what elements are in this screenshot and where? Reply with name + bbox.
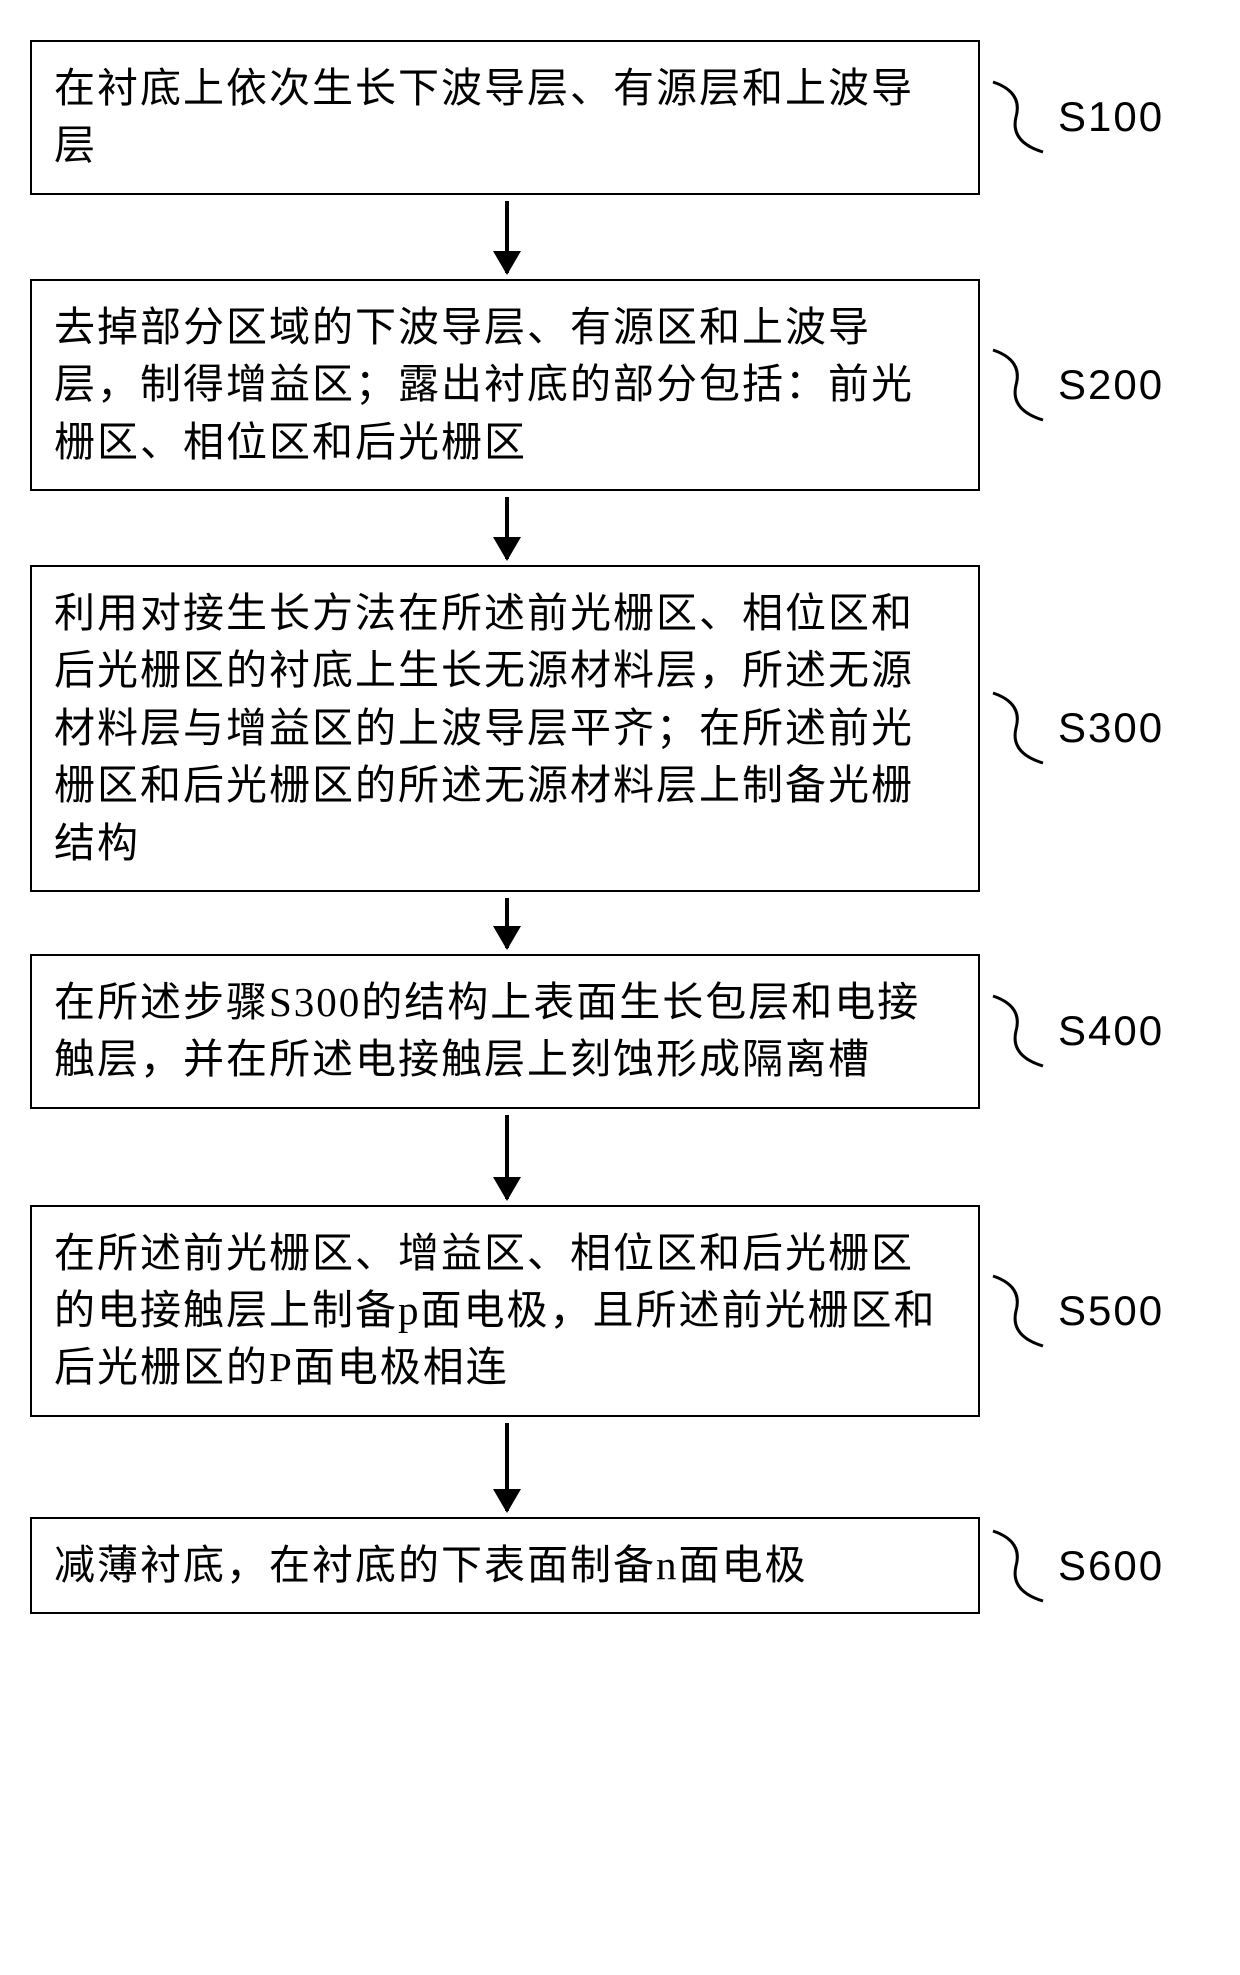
- label-col: S100: [988, 72, 1164, 162]
- step-box-s600: 减薄衬底，在衬底的下表面制备n面电极: [30, 1517, 980, 1614]
- step-box-s500: 在所述前光栅区、增益区、相位区和后光栅区的电接触层上制备p面电极，且所述前光栅区…: [30, 1205, 980, 1417]
- curve-icon: [988, 683, 1048, 773]
- step-text: 在所述步骤S300的结构上表面生长包层和电接触层，并在所述电接触层上刻蚀形成隔离…: [54, 979, 920, 1082]
- curve-icon: [988, 986, 1048, 1076]
- step-label: S600: [1058, 1542, 1164, 1590]
- step-label: S200: [1058, 361, 1164, 409]
- step-text: 减薄衬底，在衬底的下表面制备n面电极: [54, 1542, 808, 1588]
- label-col: S300: [988, 683, 1164, 773]
- step-text: 在衬底上依次生长下波导层、有源层和上波导层: [54, 65, 914, 168]
- label-col: S500: [988, 1266, 1164, 1356]
- curve-icon: [988, 1521, 1048, 1611]
- step-box-s400: 在所述步骤S300的结构上表面生长包层和电接触层，并在所述电接触层上刻蚀形成隔离…: [30, 954, 980, 1109]
- arrow-icon: [505, 201, 509, 273]
- label-col: S200: [988, 340, 1164, 430]
- step-box-s100: 在衬底上依次生长下波导层、有源层和上波导层: [30, 40, 980, 195]
- step-row: 在所述步骤S300的结构上表面生长包层和电接触层，并在所述电接触层上刻蚀形成隔离…: [30, 954, 1210, 1109]
- arrow-icon: [505, 898, 509, 948]
- step-label: S300: [1058, 704, 1164, 752]
- step-row: 利用对接生长方法在所述前光栅区、相位区和后光栅区的衬底上生长无源材料层，所述无源…: [30, 565, 1210, 892]
- step-text: 利用对接生长方法在所述前光栅区、相位区和后光栅区的衬底上生长无源材料层，所述无源…: [54, 590, 914, 866]
- label-col: S600: [988, 1521, 1164, 1611]
- step-row: 去掉部分区域的下波导层、有源区和上波导层，制得增益区；露出衬底的部分包括：前光栅…: [30, 279, 1210, 491]
- step-row: 在衬底上依次生长下波导层、有源层和上波导层 S100: [30, 40, 1210, 195]
- step-box-s300: 利用对接生长方法在所述前光栅区、相位区和后光栅区的衬底上生长无源材料层，所述无源…: [30, 565, 980, 892]
- label-col: S400: [988, 986, 1164, 1076]
- curve-icon: [988, 1266, 1048, 1356]
- arrow-icon: [505, 1115, 509, 1199]
- step-box-s200: 去掉部分区域的下波导层、有源区和上波导层，制得增益区；露出衬底的部分包括：前光栅…: [30, 279, 980, 491]
- step-row: 在所述前光栅区、增益区、相位区和后光栅区的电接触层上制备p面电极，且所述前光栅区…: [30, 1205, 1210, 1417]
- curve-icon: [988, 72, 1048, 162]
- step-text: 在所述前光栅区、增益区、相位区和后光栅区的电接触层上制备p面电极，且所述前光栅区…: [54, 1230, 937, 1391]
- step-label: S400: [1058, 1007, 1164, 1055]
- curve-icon: [988, 340, 1048, 430]
- arrow-icon: [505, 1423, 509, 1511]
- step-label: S100: [1058, 93, 1164, 141]
- step-text: 去掉部分区域的下波导层、有源区和上波导层，制得增益区；露出衬底的部分包括：前光栅…: [54, 304, 914, 465]
- step-label: S500: [1058, 1287, 1164, 1335]
- flowchart-container: 在衬底上依次生长下波导层、有源层和上波导层 S100 去掉部分区域的下波导层、有…: [30, 40, 1210, 1614]
- step-row: 减薄衬底，在衬底的下表面制备n面电极 S600: [30, 1517, 1210, 1614]
- arrow-icon: [505, 497, 509, 559]
